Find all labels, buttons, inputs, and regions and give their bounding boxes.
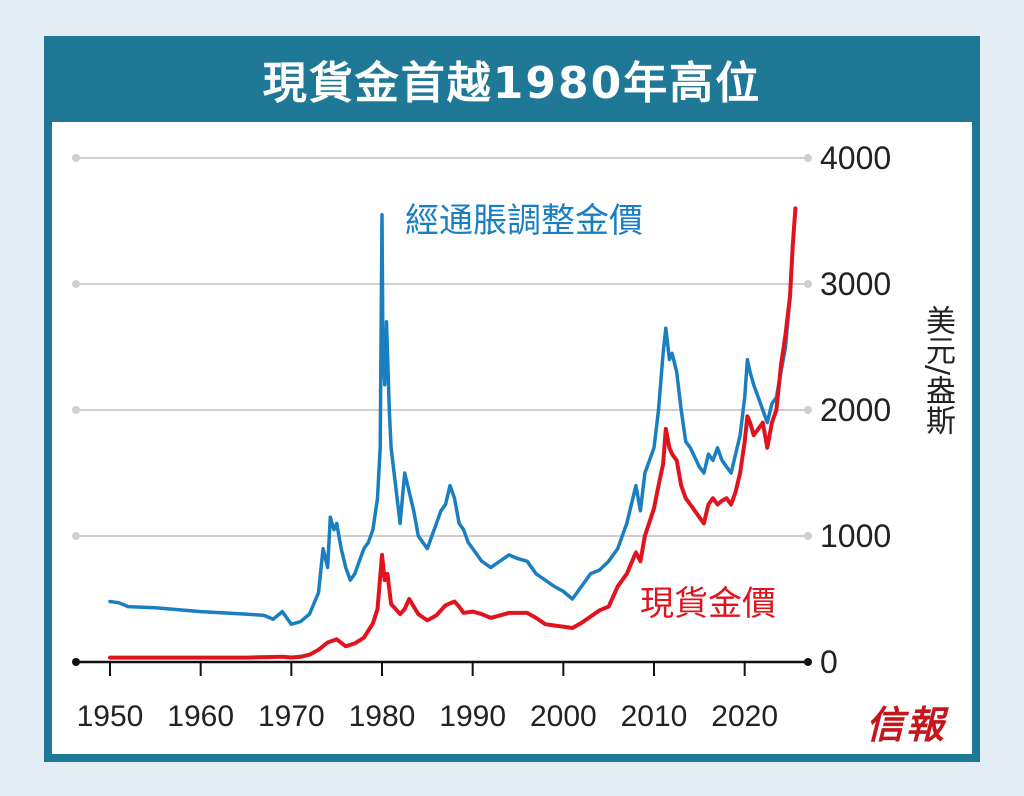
y-axis-unit-label: 美元/盎斯: [920, 305, 955, 436]
series-label-spot: 現貨金價: [640, 584, 776, 624]
chart-title: 現貨金首越1980年高位: [262, 58, 762, 109]
grid-end-dot: [72, 280, 80, 288]
inflation-adjusted-gold-line: [108, 206, 798, 626]
y-tick-label: 3000: [820, 266, 891, 302]
grid-end-dot: [72, 532, 80, 540]
brand-logo: 信報: [866, 702, 947, 747]
spot-gold-line: [108, 206, 798, 660]
x-axis-ticks: 1950 1960 1970 1980 1990 2000 2010 2020: [77, 662, 778, 733]
grid-end-dot: [72, 406, 80, 414]
x-tick-label: 1950: [77, 700, 144, 733]
grid-end-dot: [72, 154, 80, 162]
axis-end-dot: [72, 658, 80, 666]
x-tick-label: 2010: [621, 700, 688, 733]
series-group: [108, 206, 798, 660]
chart-panel: [52, 122, 972, 754]
grid-end-dot: [804, 280, 812, 288]
x-tick-label: 1980: [349, 700, 416, 733]
y-tick-label: 4000: [820, 140, 891, 176]
x-tick-label: 1990: [439, 700, 506, 733]
axis-end-dot: [804, 658, 812, 666]
x-tick-label: 1970: [258, 700, 325, 733]
y-tick-label: 2000: [820, 392, 891, 428]
x-tick-label: 1960: [167, 700, 234, 733]
grid-end-dot: [804, 406, 812, 414]
x-tick-label: 2020: [711, 700, 778, 733]
grid-lines: [72, 154, 812, 666]
x-tick-label: 2000: [530, 700, 597, 733]
y-axis-ticks: 0 1000 2000 3000 4000: [820, 140, 891, 680]
y-tick-label: 0: [820, 644, 838, 680]
grid-end-dot: [804, 532, 812, 540]
grid-end-dot: [804, 154, 812, 162]
series-label-adjusted: 經通脹調整金價: [405, 201, 643, 241]
y-tick-label: 1000: [820, 518, 891, 554]
